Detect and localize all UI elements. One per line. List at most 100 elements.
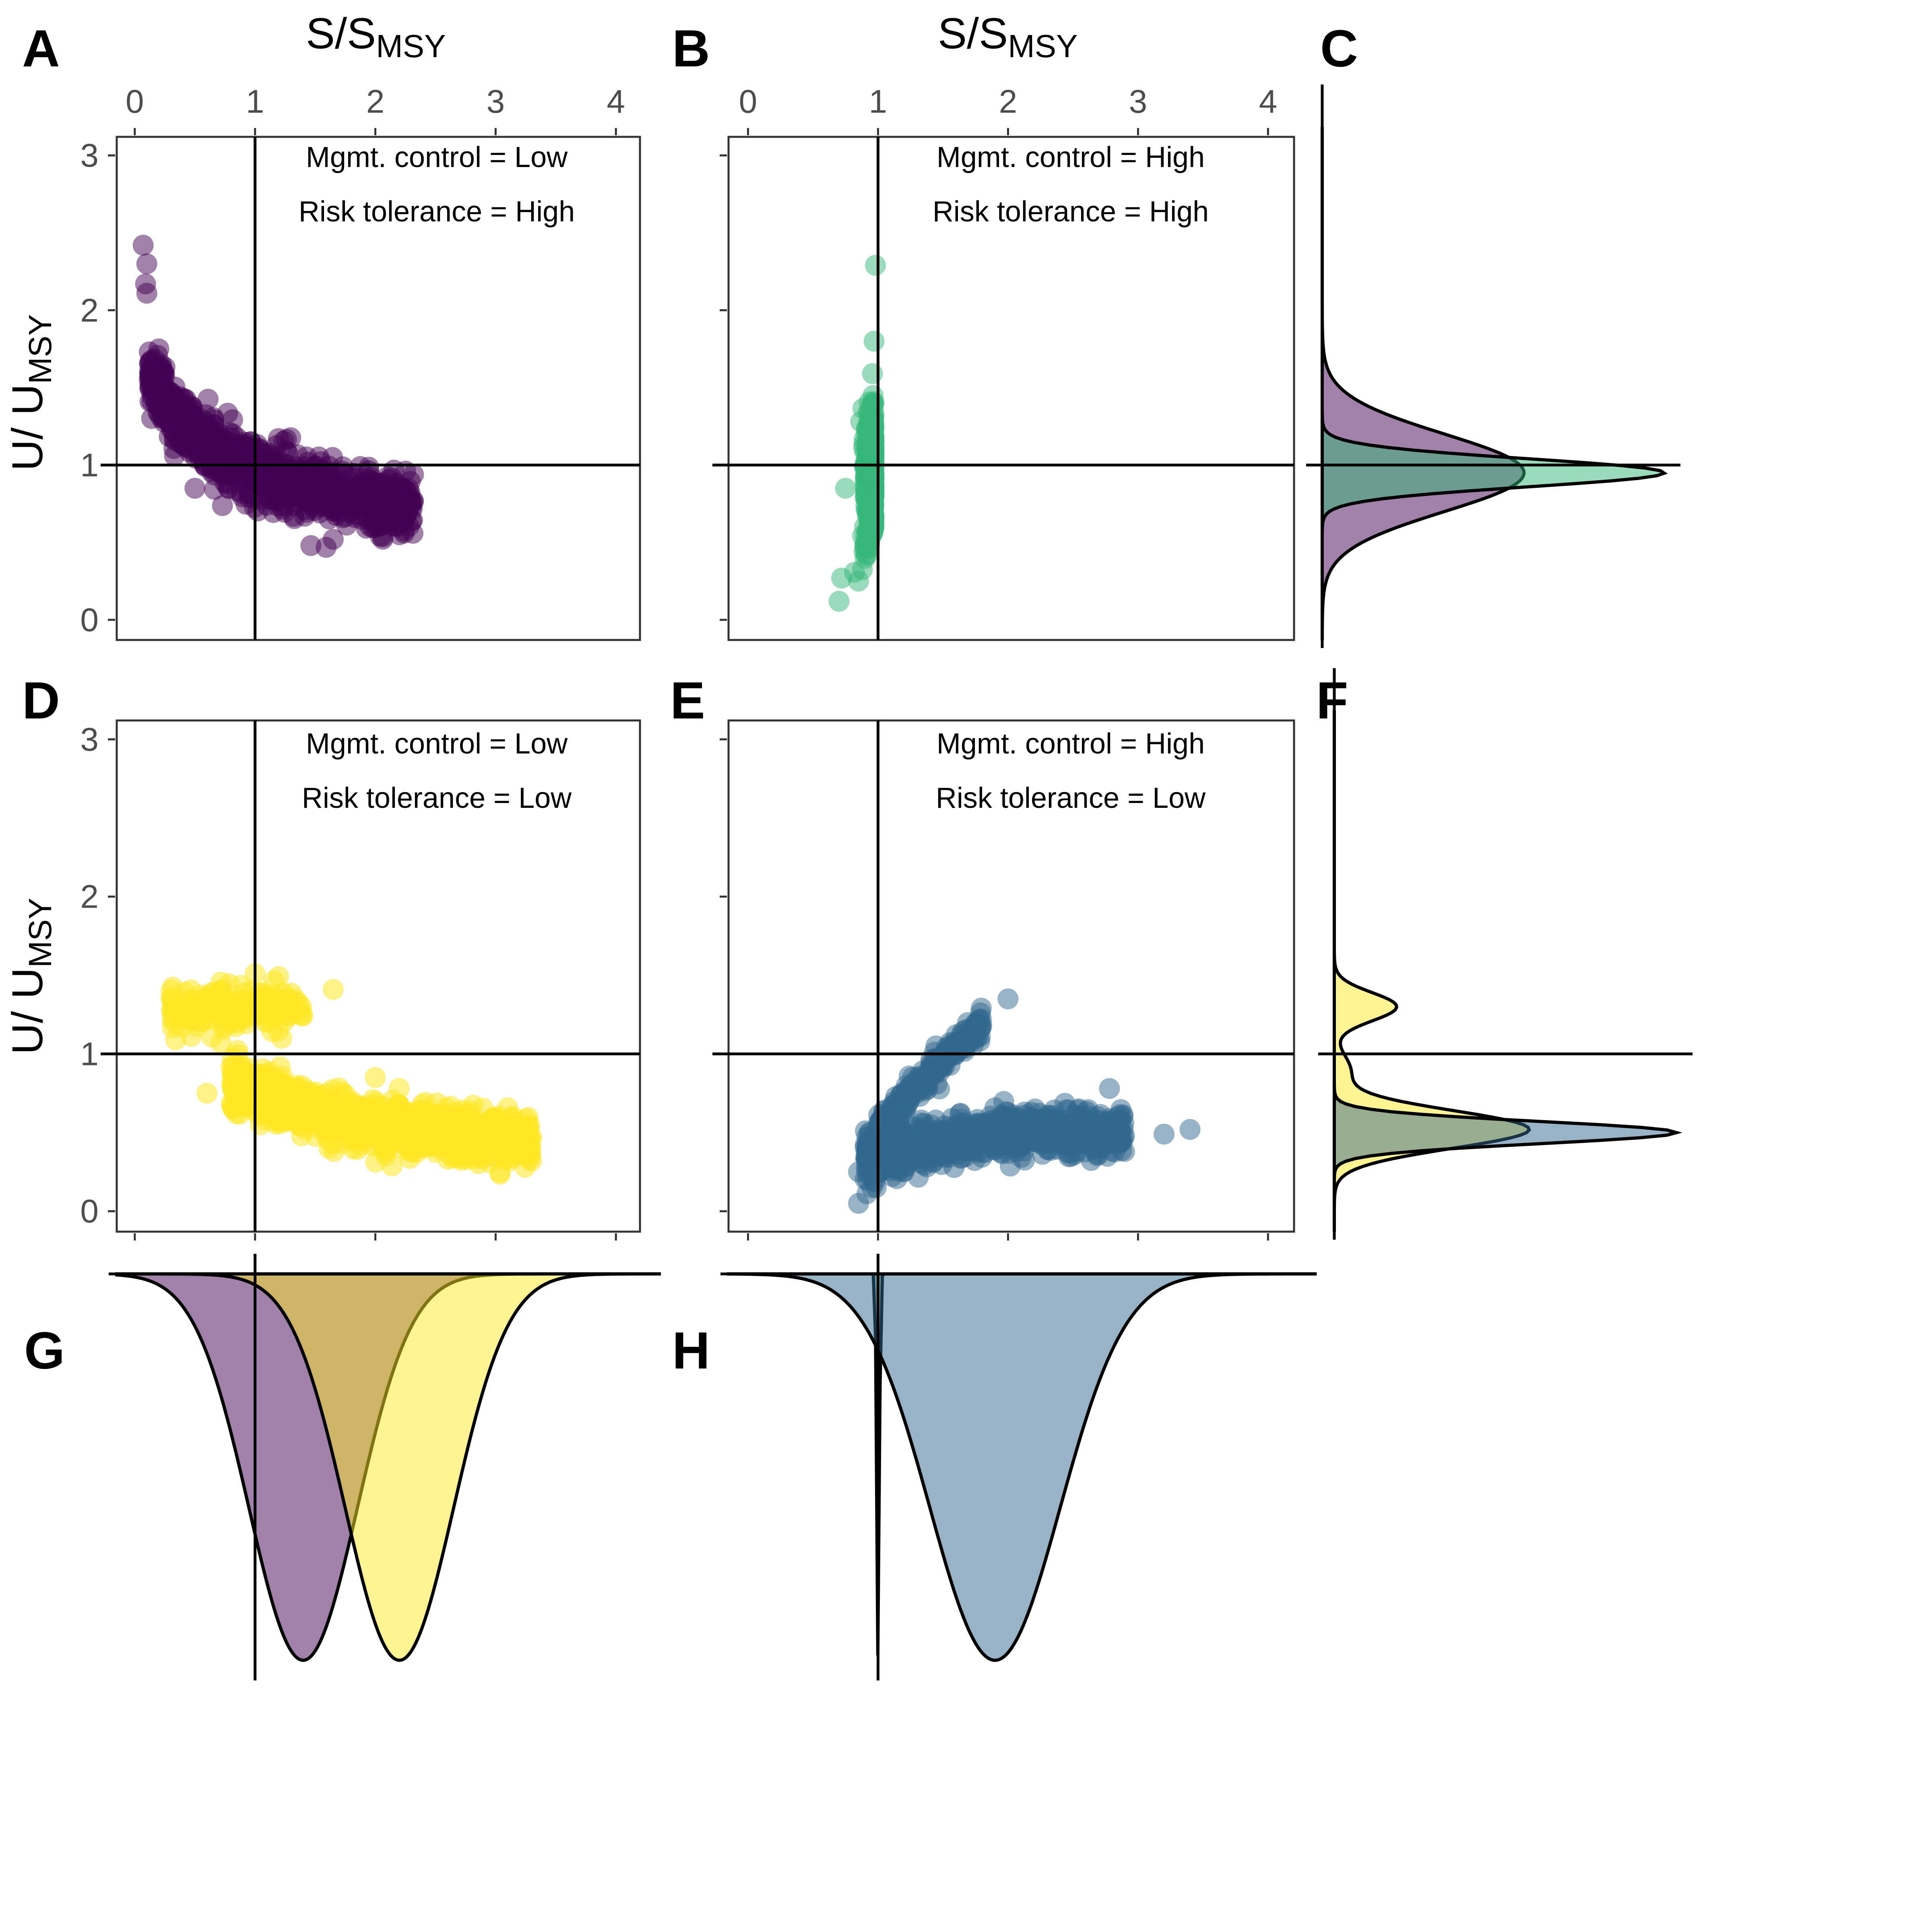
data-point (348, 1119, 369, 1140)
data-point (290, 487, 311, 508)
data-point (329, 491, 350, 512)
data-point (322, 529, 344, 550)
data-point (831, 568, 852, 589)
panel-label-a: A (22, 19, 60, 78)
note-d-risk: Risk tolerance = Low (302, 782, 572, 814)
points-layer (848, 988, 1201, 1214)
data-point (136, 253, 157, 275)
data-point (197, 388, 219, 410)
data-point (1038, 1104, 1059, 1126)
note-e-risk: Risk tolerance = Low (936, 782, 1206, 814)
x-tick-label: 0 (739, 83, 758, 120)
data-point (984, 1113, 1005, 1135)
panel-label-f: F (1316, 671, 1348, 730)
data-point (990, 1134, 1011, 1156)
data-point (198, 445, 219, 466)
y-tick-label: 0 (80, 1193, 99, 1230)
data-point (848, 1161, 869, 1183)
data-point (1099, 1078, 1120, 1099)
y-tick-label: 1 (80, 447, 99, 483)
x-tick-label: 0 (126, 83, 144, 120)
data-point (955, 1140, 976, 1162)
plot-frame (116, 719, 641, 1233)
data-point (1011, 1135, 1032, 1156)
data-point (148, 338, 169, 359)
data-point (389, 524, 410, 545)
data-point (1098, 1120, 1119, 1141)
data-point (484, 1125, 505, 1147)
data-point (305, 485, 327, 506)
x-tick-label: 1 (869, 83, 888, 120)
data-point (225, 1076, 247, 1098)
note-b-control: Mgmt. control = High (937, 141, 1205, 173)
data-point (443, 1122, 464, 1144)
data-point (502, 1106, 524, 1127)
data-point (136, 283, 157, 304)
panel-label-e: E (670, 671, 705, 730)
plot-frame (727, 719, 1295, 1233)
data-point (1053, 1133, 1075, 1154)
data-point (380, 504, 401, 525)
data-point (259, 1002, 281, 1023)
data-point (914, 1073, 936, 1095)
data-point (300, 535, 322, 556)
data-point (939, 1140, 960, 1162)
x-tick-label: 4 (607, 83, 625, 120)
data-point (501, 1141, 522, 1162)
points-layer (132, 235, 424, 558)
y-tick-label: 1 (80, 1036, 99, 1072)
data-point (398, 489, 420, 510)
data-point (366, 1133, 387, 1155)
data-point (1038, 1123, 1059, 1145)
data-point (915, 1132, 936, 1154)
plot-frame (116, 136, 641, 641)
data-point (862, 363, 883, 384)
data-point (269, 1113, 291, 1134)
y-axis-title-a: U/ UMSY (3, 314, 58, 471)
data-point (852, 398, 873, 419)
x-tick-label: 1 (246, 83, 264, 120)
panel-label-b: B (672, 19, 710, 78)
data-point (424, 1131, 445, 1152)
data-point (357, 506, 378, 528)
data-point (858, 537, 879, 558)
data-point (935, 1120, 956, 1141)
x-axis-title-b: S/SMSY (938, 9, 1077, 64)
note-e-control: Mgmt. control = High (937, 728, 1205, 760)
data-point (828, 590, 850, 612)
data-point (196, 1083, 218, 1104)
x-tick-label: 3 (487, 83, 505, 120)
data-point (862, 442, 883, 464)
data-point (388, 1078, 410, 1099)
data-point (1179, 1119, 1201, 1140)
data-point (294, 506, 315, 527)
data-point (210, 1032, 231, 1054)
data-point (892, 1092, 914, 1114)
data-point (164, 445, 185, 466)
data-point (877, 1152, 898, 1173)
data-point (165, 423, 186, 444)
points-layer (160, 963, 542, 1185)
data-point (261, 1021, 283, 1042)
panel-label-c: C (1320, 19, 1358, 78)
data-point (848, 1193, 869, 1214)
data-point (287, 1094, 308, 1116)
data-point (217, 402, 238, 424)
data-point (415, 1092, 436, 1113)
x-axis-title-a: S/SMSY (306, 9, 446, 64)
data-point (187, 1016, 208, 1037)
x-tick-label: 3 (1129, 83, 1148, 120)
data-point (865, 255, 886, 276)
plot-frame (727, 136, 1295, 641)
data-point (242, 992, 263, 1013)
data-point (953, 1112, 974, 1133)
data-point (322, 979, 344, 1000)
data-point (330, 1113, 352, 1134)
data-point (212, 495, 233, 516)
data-point (521, 1127, 542, 1148)
data-point (361, 1094, 383, 1116)
data-point (863, 330, 885, 352)
y-tick-label: 2 (80, 879, 99, 915)
panel-label-g: G (24, 1321, 65, 1380)
